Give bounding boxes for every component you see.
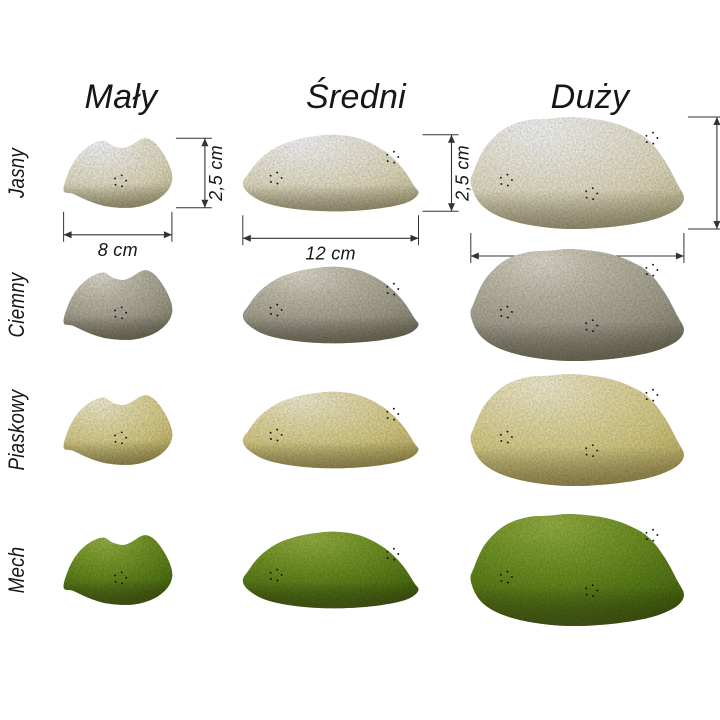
- svg-text:8 cm: 8 cm: [98, 240, 138, 260]
- svg-text:Jasny: Jasny: [6, 147, 30, 199]
- svg-text:Piaskowy: Piaskowy: [6, 388, 30, 470]
- svg-text:Duży: Duży: [551, 78, 631, 116]
- svg-text:Średni: Średni: [306, 77, 407, 116]
- svg-text:12 cm: 12 cm: [305, 243, 356, 263]
- svg-text:2,5 cm: 2,5 cm: [453, 145, 473, 202]
- svg-text:Mały: Mały: [85, 78, 160, 116]
- svg-text:2,5 cm: 2,5 cm: [206, 145, 226, 202]
- svg-text:Ciemny: Ciemny: [6, 271, 30, 337]
- svg-text:Mech: Mech: [6, 547, 30, 594]
